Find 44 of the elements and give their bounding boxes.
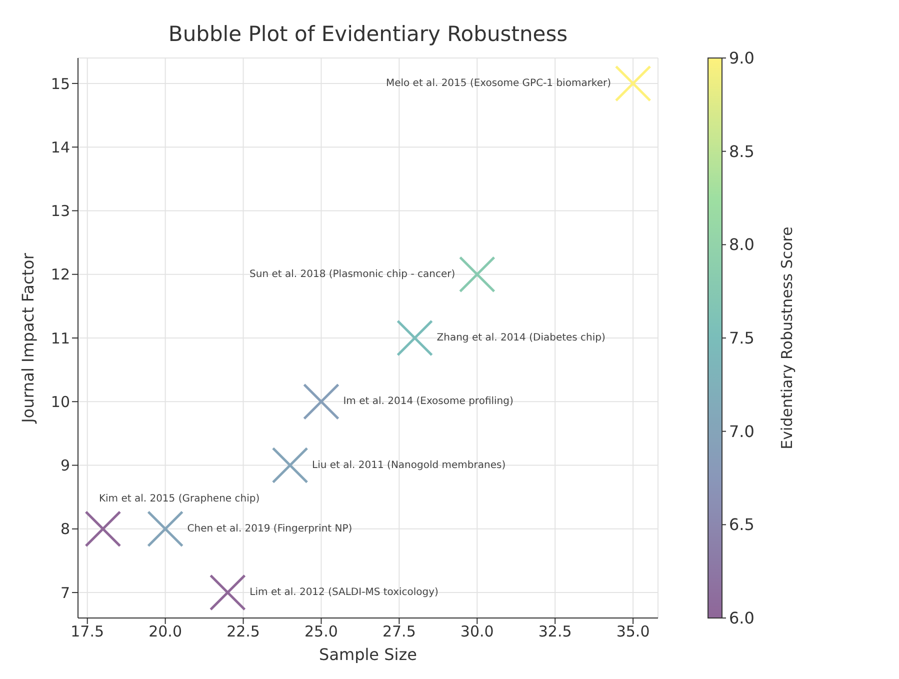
y-tick-label: 11 [50,329,70,348]
color-bar-label: 6.0 [729,608,754,628]
x-tick-label: 17.5 [70,622,104,641]
chart-title: Bubble Plot of Evidentiary Robustness [167,22,569,46]
annotation: Melo et al. 2015 (Exosome GPC-1 biomarker) [386,78,612,89]
point [458,256,496,293]
y-axis-title: Journal Impact Factor [18,252,38,424]
point [272,447,308,484]
annotation: Im et al. 2014 (Exosome profiling) [343,396,514,408]
x-tick-label: 27.5 [382,622,416,641]
annotation: Sun et al. 2018 (Plasmonic chip - cancer) [250,268,456,280]
x-tick-label: 20.0 [148,622,182,641]
point [302,383,340,420]
annotation: Lim et al. 2012 (SALDI-MS toxicology) [250,587,439,598]
y-tick-label: 7 [60,584,70,602]
annotation: Liu et al. 2011 (Nanogold membranes) [312,460,506,471]
y-tick-label: 13 [50,202,70,220]
annotation: Kim et al. 2015 (Graphene chip) [98,493,260,504]
point [209,574,246,611]
annotation: Chen et al. 2019 (Fingerprint NP) [187,523,352,534]
annotation: Zhang et al. 2014 (Diabetes chip) [436,332,606,344]
y-tick-label: 8 [60,520,70,538]
y-tick-label: 12 [50,266,70,284]
y-tick-label: 9 [60,456,70,475]
color-bar-label: 8.5 [729,142,754,161]
color-bar-label: 9.0 [729,48,754,68]
color-bar-label: 6.5 [729,515,754,534]
point [84,510,122,548]
point [147,510,184,548]
x-axis-title: Sample Size [319,645,417,664]
point [396,320,434,356]
x-tick-label: 25.0 [304,622,338,641]
x-tick-label: 22.5 [226,622,260,641]
x-tick-label: 32.5 [538,622,572,641]
x-tick-label: 30.0 [460,622,494,641]
y-tick-label: 10 [50,392,70,411]
point [614,65,652,102]
color-bar-label: 8.0 [729,235,754,254]
color-bar-label: 7.5 [729,328,754,348]
color-bar-title: Evidentiary Robustness Score [778,226,796,450]
y-tick-label: 14 [50,138,70,156]
x-tick-label: 35.0 [616,622,650,641]
y-tick-label: 15 [50,74,70,93]
color-bar-label: 7.0 [729,422,754,441]
